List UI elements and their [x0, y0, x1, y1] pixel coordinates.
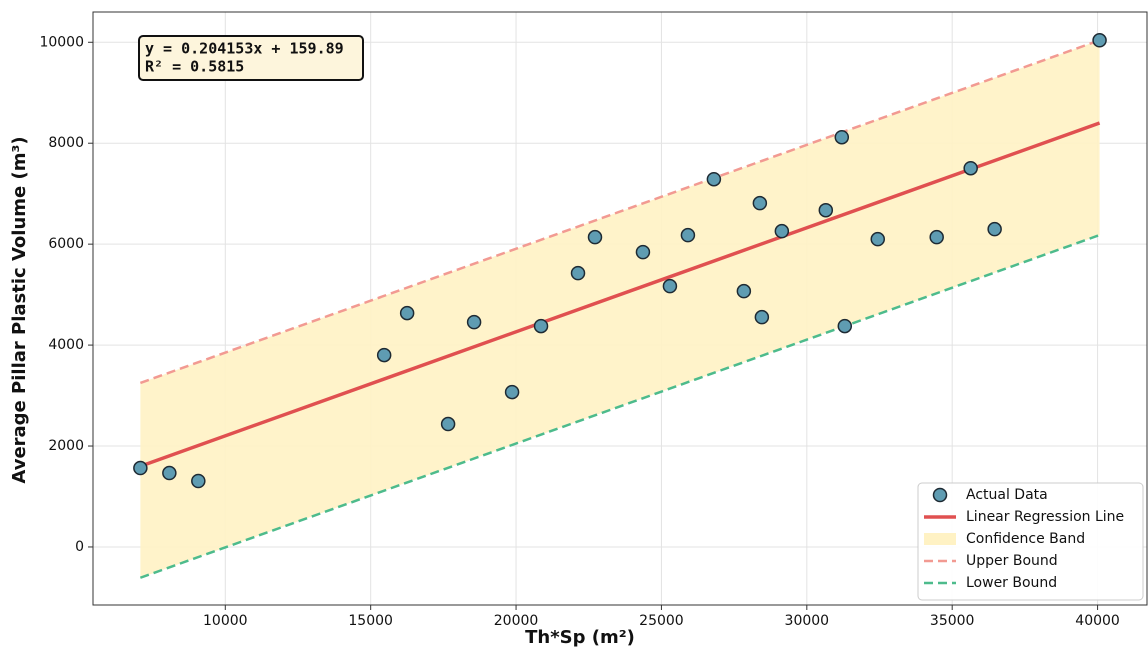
- x-tick-label: 20000: [494, 613, 539, 629]
- y-tick-label: 2000: [48, 438, 84, 454]
- x-axis-label: Th*Sp (m²): [525, 627, 635, 648]
- data-point: [706, 171, 722, 187]
- y-tick-label: 10000: [39, 34, 84, 50]
- legend-marker: [932, 487, 948, 503]
- x-tick-label: 35000: [930, 613, 975, 629]
- data-point: [466, 314, 482, 330]
- confidence-band: [140, 40, 1100, 578]
- legend-label: Lower Bound: [966, 575, 1057, 591]
- y-tick-label: 4000: [48, 337, 84, 353]
- data-point: [929, 229, 944, 245]
- legend-box: [917, 482, 1144, 601]
- annotation-text: y = 0.204153x + 159.89: [145, 40, 344, 58]
- y-tick-label: 6000: [48, 236, 84, 252]
- annotation-text: R² = 0.5815: [145, 58, 244, 76]
- data-point: [736, 283, 752, 299]
- bound-line: [139, 39, 1100, 385]
- bound-line: [139, 233, 1100, 579]
- data-point: [162, 465, 177, 481]
- legend-label: Linear Regression Line: [966, 509, 1124, 525]
- x-tick-label: 25000: [639, 613, 684, 629]
- data-point: [774, 223, 790, 239]
- data-point: [818, 202, 834, 218]
- legend-label: Confidence Band: [966, 531, 1085, 547]
- data-point: [752, 195, 768, 211]
- data-point: [191, 473, 206, 489]
- data-point: [837, 318, 853, 334]
- legend-marker: [924, 533, 956, 545]
- legend-label: Upper Bound: [966, 553, 1058, 569]
- annotation-box: [138, 35, 364, 81]
- data-point: [680, 227, 696, 243]
- plot-frame: [92, 11, 1148, 606]
- data-point: [376, 347, 392, 363]
- data-point: [399, 305, 415, 321]
- y-tick-label: 0: [75, 539, 84, 555]
- data-point: [662, 278, 678, 294]
- x-tick-label: 10000: [203, 613, 248, 629]
- x-tick-label: 30000: [785, 613, 830, 629]
- data-point: [533, 318, 549, 334]
- y-tick-label: 8000: [48, 135, 84, 151]
- data-point: [987, 221, 1002, 237]
- x-tick-label: 15000: [348, 613, 393, 629]
- data-point: [635, 244, 651, 260]
- data-point: [963, 160, 978, 176]
- data-point: [870, 231, 886, 247]
- data-point: [440, 416, 456, 432]
- data-point: [587, 229, 603, 245]
- data-point: [570, 265, 586, 281]
- data-point: [754, 309, 770, 325]
- legend-label: Actual Data: [966, 487, 1048, 503]
- data-point: [1092, 33, 1107, 48]
- x-tick-label: 40000: [1075, 613, 1120, 629]
- y-axis-label: Average Pillar Plastic Volume (m³): [9, 136, 30, 483]
- regression-line: [139, 121, 1101, 468]
- data-point: [133, 460, 148, 476]
- data-point: [834, 129, 850, 145]
- data-point: [504, 384, 520, 400]
